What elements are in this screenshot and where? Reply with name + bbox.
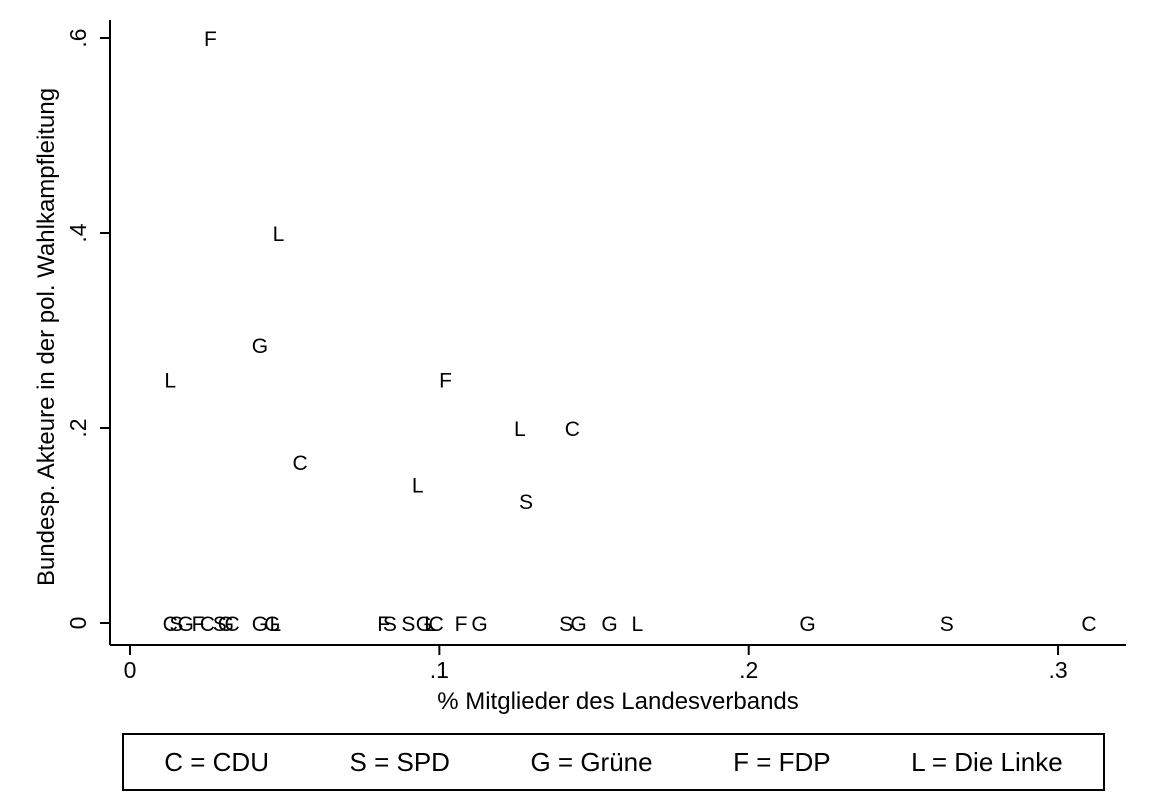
legend-item: G = Grüne [530, 746, 653, 777]
point-marker-c: C [293, 452, 308, 475]
x-tick-label: .2 [739, 657, 758, 683]
point-marker-g: G [601, 613, 617, 636]
point-marker-s: S [213, 613, 227, 636]
x-tick-label: .1 [430, 657, 449, 683]
point-marker-f: F [192, 613, 205, 636]
point-marker-s: S [383, 613, 397, 636]
y-tick-label: 0 [65, 617, 91, 630]
point-marker-s: S [401, 613, 415, 636]
point-marker-c: C [200, 613, 215, 636]
point-marker-l: L [424, 613, 436, 636]
point-marker-g: G [471, 613, 487, 636]
point-marker-f: F [455, 613, 468, 636]
point-marker-g: G [252, 613, 268, 636]
point-marker-g: G [799, 613, 815, 636]
point-marker-c: C [163, 613, 178, 636]
point-marker-f: F [377, 613, 390, 636]
point-marker-f: F [204, 28, 217, 51]
axes: 0 .1 .2 .3 0 .2 .4 .6 [65, 20, 1126, 683]
point-marker-g: G [252, 335, 268, 358]
point-marker-c: C [565, 418, 580, 441]
point-marker-l: L [270, 613, 282, 636]
x-tick-label: 0 [124, 657, 137, 683]
point-marker-c: C [1081, 613, 1096, 636]
y-tick-label: .6 [65, 28, 91, 47]
point-marker-s: S [559, 613, 573, 636]
point-marker-s: S [169, 613, 183, 636]
point-marker-c: C [225, 613, 240, 636]
legend-item: C = CDU [164, 746, 269, 777]
legend: C = CDU S = SPD G = Grüne F = FDP L = Die Li… [122, 733, 1105, 791]
point-marker-g: G [218, 613, 234, 636]
point-marker-g: G [570, 613, 586, 636]
point-marker-l: L [514, 418, 526, 441]
legend-item: S = SPD [349, 746, 450, 777]
point-marker-g: G [416, 613, 432, 636]
point-marker-g: G [178, 613, 194, 636]
x-tick-label: .3 [1048, 657, 1067, 683]
point-marker-l: L [412, 475, 424, 498]
y-axis-title: Bundesp. Akteure in der pol. Wahlkampfle… [33, 88, 60, 586]
legend-item: L = Die Linke [911, 746, 1063, 777]
point-marker-g: G [264, 613, 280, 636]
legend-item: F = FDP [733, 746, 831, 777]
point-marker-l: L [631, 613, 643, 636]
point-marker-s: S [519, 491, 533, 514]
point-marker-f: F [439, 369, 452, 392]
point-marker-l: L [273, 223, 285, 246]
point-marker-l: L [164, 369, 176, 392]
point-marker-c: C [429, 613, 444, 636]
y-tick-label: .2 [65, 418, 91, 437]
y-tick-label: .4 [65, 223, 91, 242]
point-marker-s: S [940, 613, 954, 636]
x-axis-title: % Mitglieder des Landesverbands [437, 688, 799, 715]
